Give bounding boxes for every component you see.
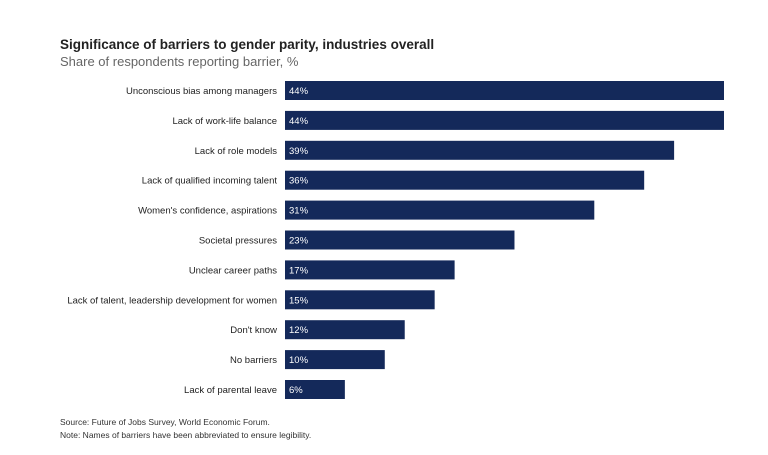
bar — [285, 110, 724, 130]
bar — [285, 260, 455, 280]
value-label: 10% — [289, 355, 309, 366]
category-label: Lack of role models — [195, 146, 278, 157]
value-label: 17% — [289, 265, 309, 276]
bar — [285, 200, 595, 220]
category-label: Unconscious bias among managers — [126, 86, 277, 97]
bar — [285, 230, 515, 250]
bar — [285, 81, 724, 100]
value-label: 23% — [289, 236, 309, 247]
value-label: 44% — [289, 116, 309, 127]
category-label: Lack of talent, leadership development f… — [67, 295, 277, 306]
bar — [285, 140, 675, 160]
source-note: Source: Future of Jobs Survey, World Eco… — [60, 417, 270, 427]
value-label: 6% — [289, 385, 303, 396]
category-label: Lack of qualified incoming talent — [142, 176, 278, 187]
bar — [285, 380, 345, 399]
category-label: Women's confidence, aspirations — [138, 206, 277, 217]
category-label: Societal pressures — [199, 236, 277, 247]
abbreviation-note: Note: Names of barriers have been abbrev… — [60, 430, 312, 440]
value-label: 15% — [289, 295, 309, 306]
category-label: No barriers — [230, 355, 277, 366]
category-label: Lack of work-life balance — [172, 116, 277, 127]
bar — [285, 170, 645, 190]
value-label: 31% — [289, 206, 309, 217]
category-label: Unclear career paths — [189, 265, 277, 276]
bar — [285, 350, 385, 370]
chart-title: Significance of barriers to gender parit… — [60, 37, 435, 52]
value-label: 12% — [289, 325, 309, 336]
category-label: Don't know — [230, 325, 277, 336]
chart-subtitle: Share of respondents reporting barrier, … — [60, 54, 299, 69]
bar — [285, 320, 405, 340]
value-label: 36% — [289, 176, 309, 187]
category-label: Lack of parental leave — [184, 385, 277, 396]
bar — [285, 290, 435, 310]
value-label: 44% — [289, 86, 309, 97]
value-label: 39% — [289, 146, 309, 157]
